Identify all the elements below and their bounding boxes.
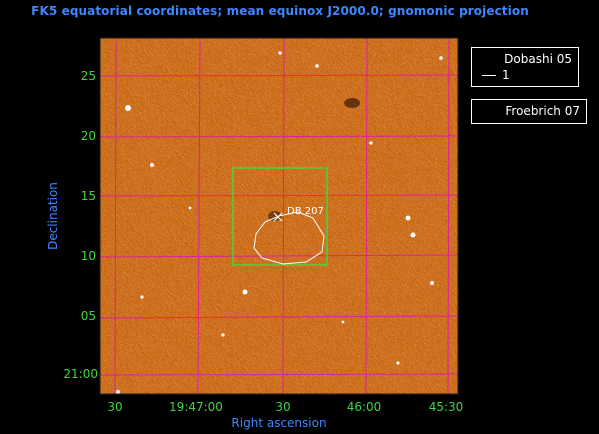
star-field (116, 51, 443, 394)
froebrich-region-box (232, 167, 328, 266)
dobashi-contour (253, 211, 325, 265)
x-axis-title: Right ascension (231, 416, 326, 430)
y-tick-label: 10 (81, 249, 96, 263)
legend-dobashi: Dobashi 05 1 (471, 47, 579, 87)
legend-froebrich-title: Froebrich 07 (505, 104, 580, 118)
legend-line-swatch (482, 75, 496, 76)
coordinate-grid (100, 38, 458, 394)
y-tick-label: 20 (81, 129, 96, 143)
y-tick-label: 21:00 (63, 367, 98, 381)
y-tick-label: 15 (81, 189, 96, 203)
chart-title: FK5 equatorial coordinates; mean equinox… (31, 4, 529, 18)
x-tick-label: 45:30 (429, 400, 464, 414)
legend-dobashi-entry-label: 1 (502, 68, 510, 82)
plot-frame (99, 37, 459, 395)
x-tick-label: 30 (275, 400, 290, 414)
object-label: DB 207 (287, 206, 324, 217)
legend-froebrich: Froebrich 07 (471, 99, 587, 124)
y-tick-label: 05 (81, 309, 96, 323)
x-tick-label: 30 (107, 400, 122, 414)
x-tick-label: 19:47:00 (169, 400, 223, 414)
legend-dobashi-entry: 1 (482, 68, 510, 82)
y-tick-label: 25 (81, 69, 96, 83)
x-tick-label: 46:00 (347, 400, 382, 414)
y-axis-title: Declination (46, 182, 60, 250)
legend-dobashi-title: Dobashi 05 (504, 52, 572, 66)
object-marker-cross (273, 212, 283, 222)
